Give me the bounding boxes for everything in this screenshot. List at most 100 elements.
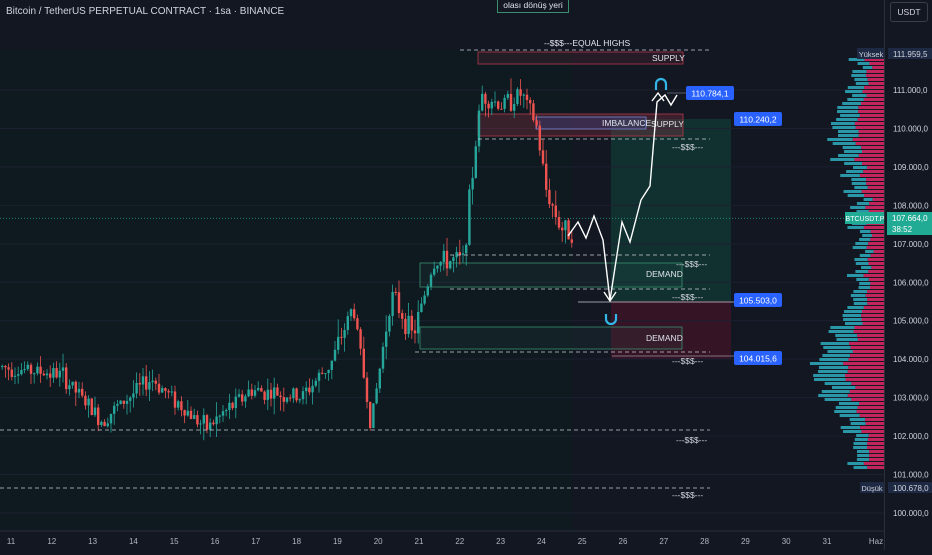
demand-zone-upper[interactable] <box>419 262 683 288</box>
candle-body[interactable] <box>497 101 500 109</box>
candle-body[interactable] <box>266 389 269 400</box>
candle-body[interactable] <box>532 103 535 121</box>
candle-body[interactable] <box>394 291 397 293</box>
candle-body[interactable] <box>529 100 532 104</box>
candle-body[interactable] <box>87 398 90 406</box>
candle-body[interactable] <box>205 415 209 430</box>
candle-body[interactable] <box>333 349 337 361</box>
candle-body[interactable] <box>65 367 68 390</box>
current-price-bg[interactable] <box>887 212 932 235</box>
candle-body[interactable] <box>474 146 477 178</box>
candle-body[interactable] <box>199 423 202 425</box>
candle-body[interactable] <box>45 373 49 376</box>
candle-body[interactable] <box>106 423 109 427</box>
candle-body[interactable] <box>93 407 97 416</box>
candle-body[interactable] <box>250 389 253 396</box>
symbol-title[interactable]: Bitcoin / TetherUS PERPETUAL CONTRACT · … <box>6 6 285 17</box>
candle-body[interactable] <box>353 309 356 319</box>
candle-body[interactable] <box>4 365 7 368</box>
candle-body[interactable] <box>180 401 183 411</box>
candle-body[interactable] <box>68 385 71 390</box>
candle-body[interactable] <box>477 110 481 147</box>
candle-body[interactable] <box>100 421 103 426</box>
candle-body[interactable] <box>42 373 45 376</box>
candle-body[interactable] <box>231 402 234 409</box>
candle-body[interactable] <box>465 244 468 254</box>
candle-body[interactable] <box>135 382 138 394</box>
candle-body[interactable] <box>397 292 401 314</box>
candle-body[interactable] <box>157 383 161 393</box>
candle-body[interactable] <box>269 389 273 399</box>
candle-body[interactable] <box>557 217 561 228</box>
candle-body[interactable] <box>215 416 218 425</box>
candle-body[interactable] <box>209 422 212 430</box>
candle-body[interactable] <box>119 400 122 404</box>
candle-body[interactable] <box>426 286 429 296</box>
candle-body[interactable] <box>538 125 541 151</box>
candle-body[interactable] <box>202 415 205 424</box>
candle-body[interactable] <box>359 329 362 349</box>
candle-body[interactable] <box>141 376 145 385</box>
candle-body[interactable] <box>330 360 333 370</box>
candle-body[interactable] <box>225 410 228 412</box>
candle-body[interactable] <box>551 204 554 206</box>
candle-body[interactable] <box>145 376 148 390</box>
candle-body[interactable] <box>490 101 493 109</box>
candle-body[interactable] <box>417 311 420 334</box>
candle-body[interactable] <box>74 381 77 393</box>
candle-body[interactable] <box>109 413 113 424</box>
candle-body[interactable] <box>237 394 241 397</box>
candle-body[interactable] <box>385 331 388 347</box>
candle-body[interactable] <box>90 398 93 416</box>
candle-body[interactable] <box>433 268 436 275</box>
candle-body[interactable] <box>541 150 545 164</box>
candle-body[interactable] <box>253 390 257 396</box>
candle-body[interactable] <box>493 101 497 103</box>
supply-zone-top[interactable] <box>477 51 684 65</box>
candle-body[interactable] <box>244 396 247 402</box>
candle-body[interactable] <box>484 93 487 104</box>
candle-body[interactable] <box>513 104 516 111</box>
candle-body[interactable] <box>458 252 461 255</box>
candle-body[interactable] <box>97 407 100 426</box>
candle-body[interactable] <box>263 391 266 400</box>
candle-body[interactable] <box>548 189 551 205</box>
candle-body[interactable] <box>378 368 381 389</box>
candle-body[interactable] <box>17 374 20 376</box>
candle-body[interactable] <box>561 227 564 231</box>
candle-body[interactable] <box>55 368 58 378</box>
candle-body[interactable] <box>52 368 55 378</box>
candle-body[interactable] <box>58 370 61 378</box>
candle-body[interactable] <box>436 265 439 269</box>
candle-body[interactable] <box>81 388 84 396</box>
candle-body[interactable] <box>570 239 573 243</box>
candle-body[interactable] <box>567 220 570 240</box>
candle-body[interactable] <box>401 313 404 319</box>
candle-body[interactable] <box>113 405 116 414</box>
candle-body[interactable] <box>449 261 452 269</box>
candle-body[interactable] <box>301 391 305 400</box>
candle-body[interactable] <box>461 253 465 255</box>
candle-body[interactable] <box>23 369 26 371</box>
candle-body[interactable] <box>170 391 173 393</box>
candle-body[interactable] <box>298 399 301 401</box>
candle-body[interactable] <box>260 387 263 392</box>
candle-body[interactable] <box>468 189 471 245</box>
candle-body[interactable] <box>500 108 503 110</box>
candle-body[interactable] <box>311 385 314 393</box>
candle-body[interactable] <box>503 97 506 109</box>
candle-body[interactable] <box>349 309 353 317</box>
candle-body[interactable] <box>365 377 369 402</box>
candle-body[interactable] <box>154 380 157 384</box>
candle-body[interactable] <box>49 373 52 378</box>
candle-body[interactable] <box>276 387 279 396</box>
candle-body[interactable] <box>391 291 394 316</box>
candle-body[interactable] <box>36 366 39 374</box>
candle-body[interactable] <box>535 120 538 126</box>
candle-body[interactable] <box>356 318 359 330</box>
candle-body[interactable] <box>282 397 285 402</box>
candle-body[interactable] <box>161 388 164 393</box>
candle-body[interactable] <box>375 388 378 404</box>
price-tag[interactable] <box>734 351 782 365</box>
